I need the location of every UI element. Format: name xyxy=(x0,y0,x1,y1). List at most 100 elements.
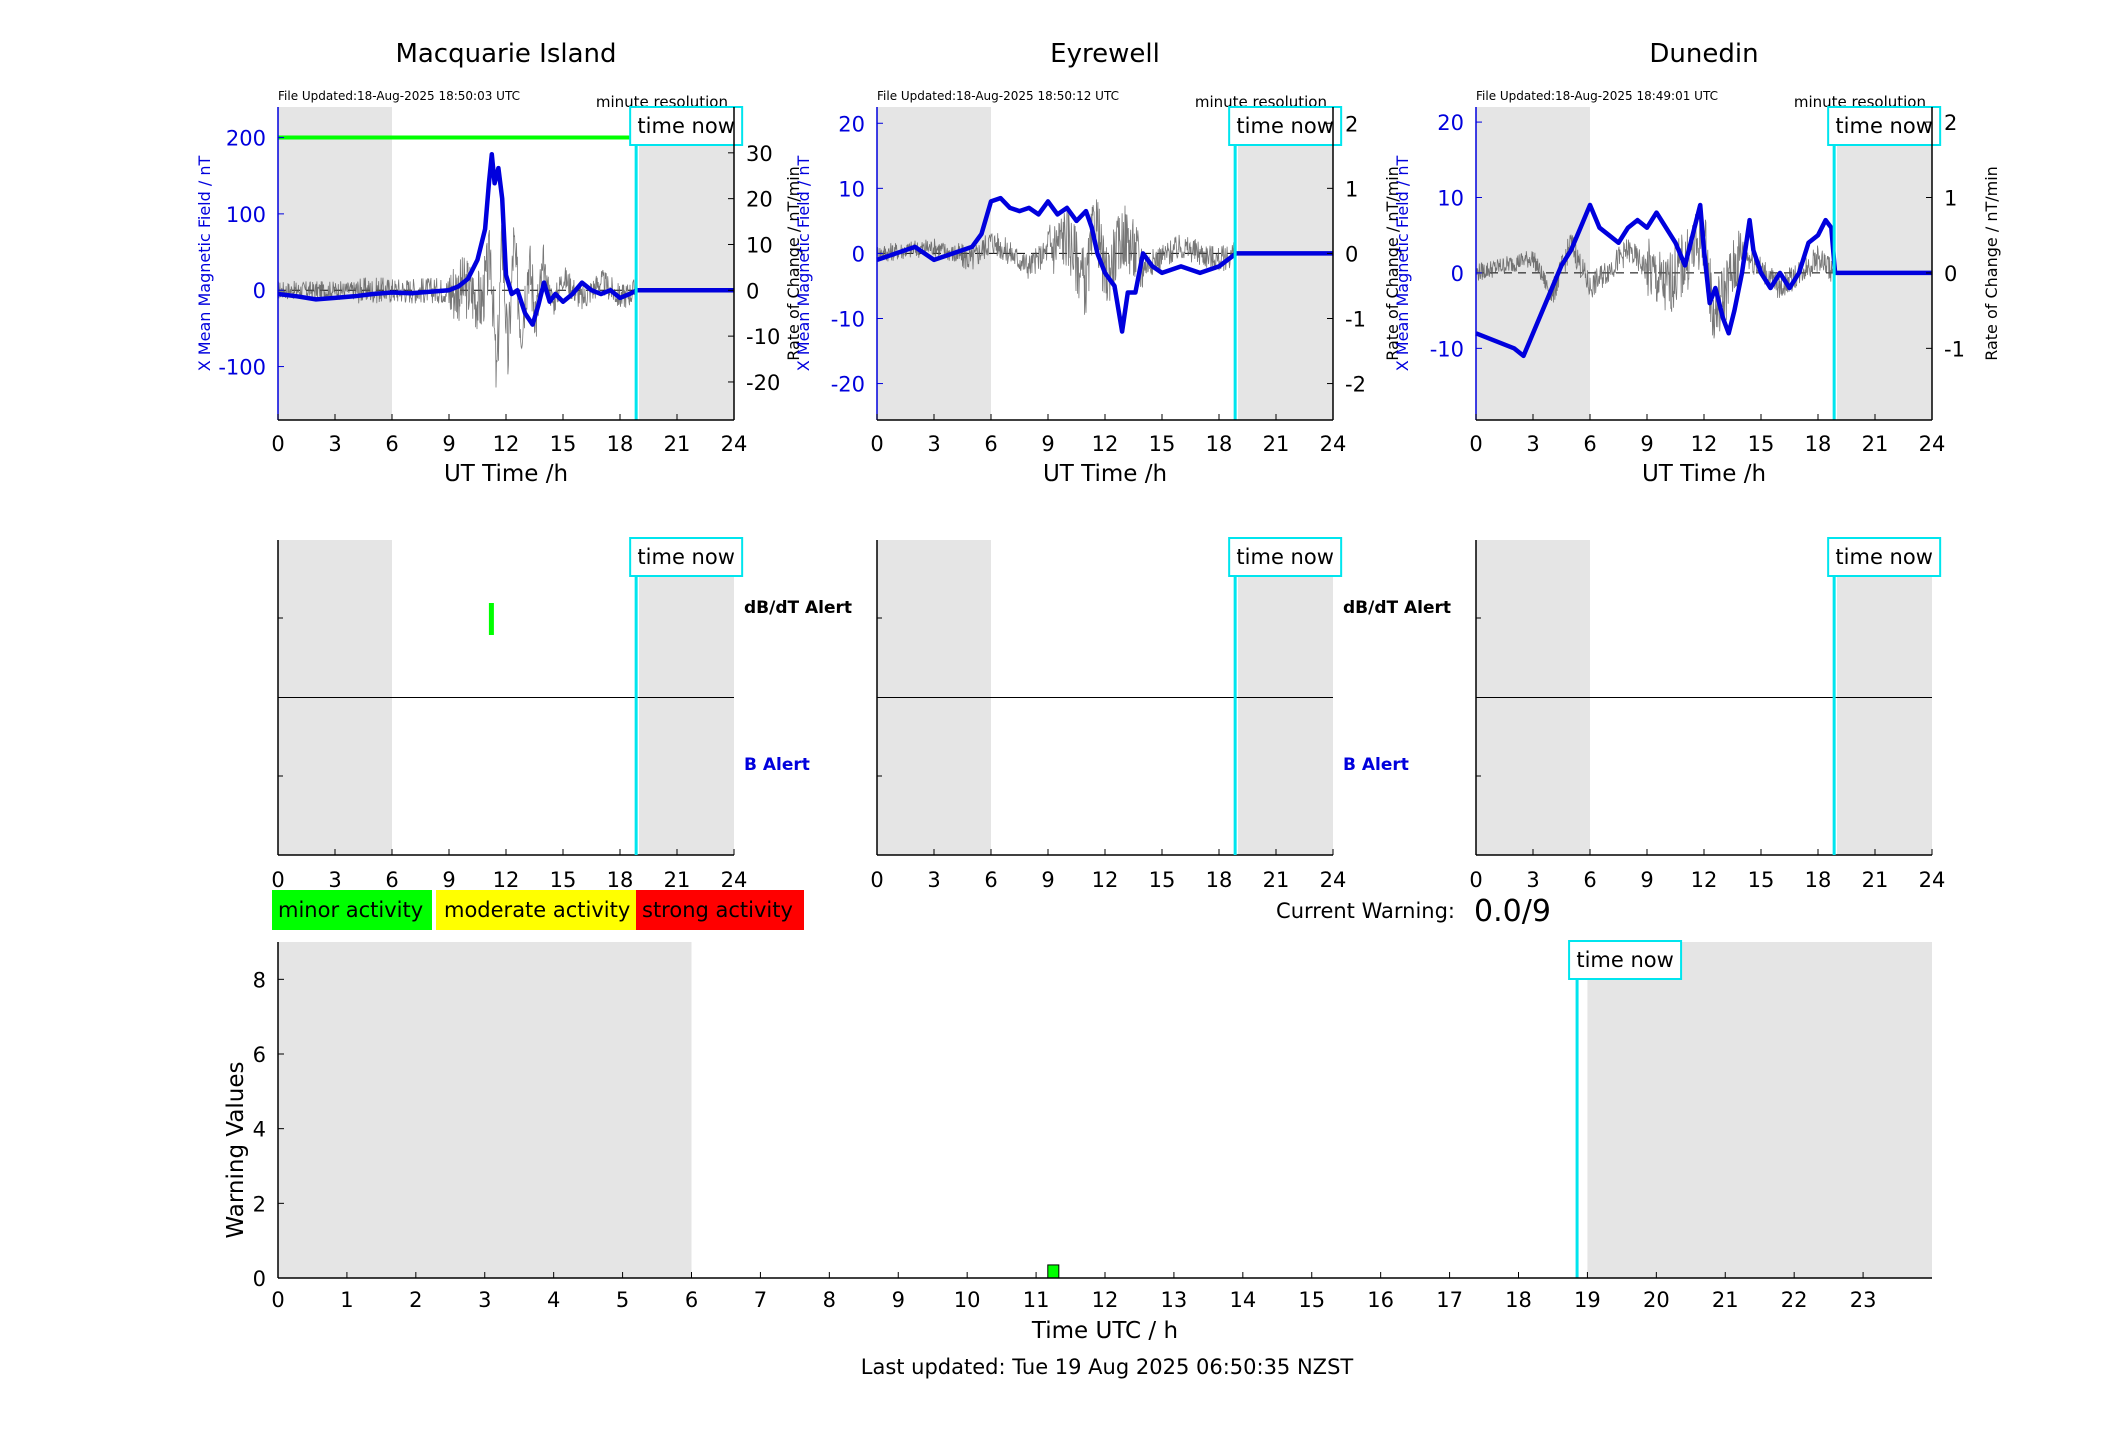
time-now-label: time now xyxy=(637,114,734,138)
right-y-axis-label: Rate of Change / nT/min xyxy=(1383,166,1402,361)
x-tick-label: 9 xyxy=(1041,868,1054,892)
x-tick-label: 24 xyxy=(721,432,748,456)
station-panel-2: Dunedin File Updated:18-Aug-2025 18:49:01… xyxy=(1393,39,2001,487)
x-tick-label: 6 xyxy=(385,432,398,456)
time-now-box xyxy=(1228,106,1343,146)
x-tick-label: 18 xyxy=(1805,868,1832,892)
right-y-axis-label: Rate of Change / nT/min xyxy=(784,166,803,361)
time-now-label: time now xyxy=(1835,114,1932,138)
legend-swatch-moderate xyxy=(436,890,636,930)
night-shading-1 xyxy=(639,107,734,420)
x-axis-label: UT Time /h xyxy=(444,461,568,487)
x-tick-label: 9 xyxy=(442,432,455,456)
dbdt-alert-label: dB/dT Alert xyxy=(1343,598,1451,618)
x-tick-label: 15 xyxy=(1149,868,1176,892)
x-tick-label: 15 xyxy=(550,432,577,456)
file-updated-text: File Updated:18-Aug-2025 18:49:01 UTC xyxy=(1476,89,1718,103)
left-y-tick-label: 100 xyxy=(226,203,266,227)
x-tick-label: 24 xyxy=(1320,432,1347,456)
y-tick-label: 6 xyxy=(253,1043,266,1067)
x-tick-label: 23 xyxy=(1850,1288,1877,1312)
x-tick-label: 24 xyxy=(1320,868,1347,892)
y-tick-label: 0 xyxy=(253,1267,266,1291)
x-tick-label: 8 xyxy=(823,1288,836,1312)
x-tick-label: 9 xyxy=(442,868,455,892)
last-updated: Last updated: Tue 19 Aug 2025 06:50:35 N… xyxy=(861,1355,1354,1379)
left-y-tick-label: 0 xyxy=(852,242,865,266)
x-tick-label: 6 xyxy=(984,432,997,456)
right-y-tick-label: -1 xyxy=(1944,337,1965,361)
x-tick-label: 18 xyxy=(1505,1288,1532,1312)
left-y-tick-label: -10 xyxy=(1430,337,1464,361)
x-tick-label: 3 xyxy=(478,1288,491,1312)
right-y-tick-label: 30 xyxy=(746,142,773,166)
x-tick-label: 13 xyxy=(1161,1288,1188,1312)
right-y-tick-label: 2 xyxy=(1345,112,1358,136)
y-tick-label: 4 xyxy=(253,1118,266,1142)
x-tick-label: 6 xyxy=(385,868,398,892)
rate-of-change-trace xyxy=(876,199,1236,315)
left-y-tick-label: 20 xyxy=(1437,111,1464,135)
left-y-tick-label: -10 xyxy=(831,307,865,331)
x-tick-label: 15 xyxy=(550,868,577,892)
left-y-tick-label: -100 xyxy=(218,356,266,380)
right-y-tick-label: 2 xyxy=(1944,111,1957,135)
left-y-axis-label: X Mean Magnetic Field / nT xyxy=(195,156,214,372)
left-y-axis-label: X Mean Magnetic Field / nT xyxy=(794,156,813,372)
x-tick-label: 21 xyxy=(1862,868,1889,892)
time-now-box xyxy=(1827,537,1942,577)
time-now-box xyxy=(629,537,744,577)
station-title: Macquarie Island xyxy=(395,39,616,69)
station-title: Dunedin xyxy=(1649,39,1758,69)
legend-label-minor: minor activity xyxy=(278,898,423,922)
x-tick-label: 22 xyxy=(1781,1288,1808,1312)
x-tick-label: 9 xyxy=(1041,432,1054,456)
x-tick-label: 3 xyxy=(1526,868,1539,892)
x-tick-label: 24 xyxy=(1919,868,1946,892)
x-tick-label: 10 xyxy=(954,1288,981,1312)
x-tick-label: 21 xyxy=(664,868,691,892)
time-now-label: time now xyxy=(1236,545,1333,569)
x-tick-label: 12 xyxy=(1092,432,1119,456)
x-tick-label: 3 xyxy=(1526,432,1539,456)
x-tick-label: 12 xyxy=(493,432,520,456)
x-tick-label: 0 xyxy=(1469,432,1482,456)
legend-label-strong: strong activity xyxy=(642,898,793,922)
right-y-tick-label: 10 xyxy=(746,233,773,257)
x-tick-label: 18 xyxy=(607,432,634,456)
x-tick-label: 21 xyxy=(1263,432,1290,456)
x-tick-label: 7 xyxy=(754,1288,767,1312)
x-tick-label: 24 xyxy=(721,868,748,892)
x-tick-label: 0 xyxy=(870,868,883,892)
x-tick-label: 3 xyxy=(927,868,940,892)
right-y-tick-label: -10 xyxy=(746,325,780,349)
file-updated-text: File Updated:18-Aug-2025 18:50:03 UTC xyxy=(278,89,520,103)
x-tick-label: 9 xyxy=(1640,868,1653,892)
left-y-tick-label: 0 xyxy=(1451,262,1464,286)
time-now-label: time now xyxy=(637,545,734,569)
right-y-tick-label: -20 xyxy=(746,371,780,395)
night-shading-0 xyxy=(278,942,692,1278)
night-shading-1 xyxy=(1238,107,1333,420)
night-shading-1 xyxy=(1837,107,1932,420)
x-axis-label: UT Time /h xyxy=(1043,461,1167,487)
activity-legend: minor activity moderate activity strong … xyxy=(272,890,804,930)
file-updated-text: File Updated:18-Aug-2025 18:50:12 UTC xyxy=(877,89,1119,103)
legend-label-moderate: moderate activity xyxy=(444,898,630,922)
warning-bar-0 xyxy=(1047,1264,1060,1279)
x-tick-label: 6 xyxy=(984,868,997,892)
dbdt-alert-label: dB/dT Alert xyxy=(744,598,852,618)
time-now-box xyxy=(1827,106,1942,146)
x-tick-label: 12 xyxy=(1691,432,1718,456)
x-tick-label: 12 xyxy=(1691,868,1718,892)
station-alert-panels: time now dB/dT Alert B Alert 0 3 6 9 12 15 18 21 24… xyxy=(271,537,1946,892)
x-tick-label: 15 xyxy=(1748,868,1775,892)
x-tick-label: 3 xyxy=(328,432,341,456)
x-tick-label: 15 xyxy=(1748,432,1775,456)
x-tick-label: 20 xyxy=(1643,1288,1670,1312)
x-tick-label: 12 xyxy=(1092,1288,1119,1312)
x-tick-label: 4 xyxy=(547,1288,560,1312)
right-y-axis-label: Rate of Change / nT/min xyxy=(1982,166,2001,361)
x-tick-label: 24 xyxy=(1919,432,1946,456)
